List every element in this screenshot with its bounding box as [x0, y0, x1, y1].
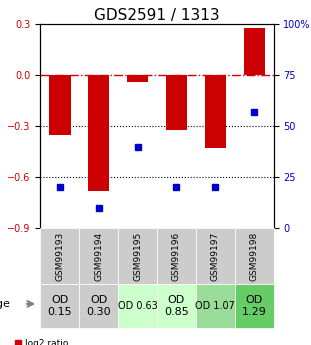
Text: GSM99193: GSM99193 — [55, 232, 64, 281]
Bar — [40, 284, 79, 328]
Text: GSM99194: GSM99194 — [94, 232, 103, 281]
Text: GSM99195: GSM99195 — [133, 232, 142, 281]
Bar — [49, 75, 71, 135]
Bar — [196, 228, 235, 284]
Bar — [40, 228, 79, 284]
Bar — [79, 228, 118, 284]
Bar — [157, 228, 196, 284]
Bar — [235, 284, 274, 328]
Text: OD
0.30: OD 0.30 — [86, 295, 111, 317]
Bar — [235, 228, 274, 284]
Text: GSM99198: GSM99198 — [250, 232, 259, 281]
Bar — [244, 28, 265, 75]
Bar — [205, 75, 226, 148]
Text: GSM99196: GSM99196 — [172, 232, 181, 281]
Text: GSM99197: GSM99197 — [211, 232, 220, 281]
Title: GDS2591 / 1313: GDS2591 / 1313 — [94, 8, 220, 23]
Bar — [196, 284, 235, 328]
Bar — [79, 284, 118, 328]
Bar — [166, 75, 187, 130]
Bar — [118, 284, 157, 328]
Text: OD 0.63: OD 0.63 — [118, 301, 157, 311]
Text: OD
0.15: OD 0.15 — [48, 295, 72, 317]
Text: OD
0.85: OD 0.85 — [164, 295, 189, 317]
Bar — [127, 75, 148, 82]
Bar — [118, 228, 157, 284]
Text: OD
1.29: OD 1.29 — [242, 295, 267, 317]
Bar — [88, 75, 109, 191]
Text: age: age — [0, 299, 10, 309]
Text: OD 1.07: OD 1.07 — [195, 301, 235, 311]
Bar — [157, 284, 196, 328]
Legend: log2 ratio, percentile rank within the sample: log2 ratio, percentile rank within the s… — [15, 339, 179, 345]
